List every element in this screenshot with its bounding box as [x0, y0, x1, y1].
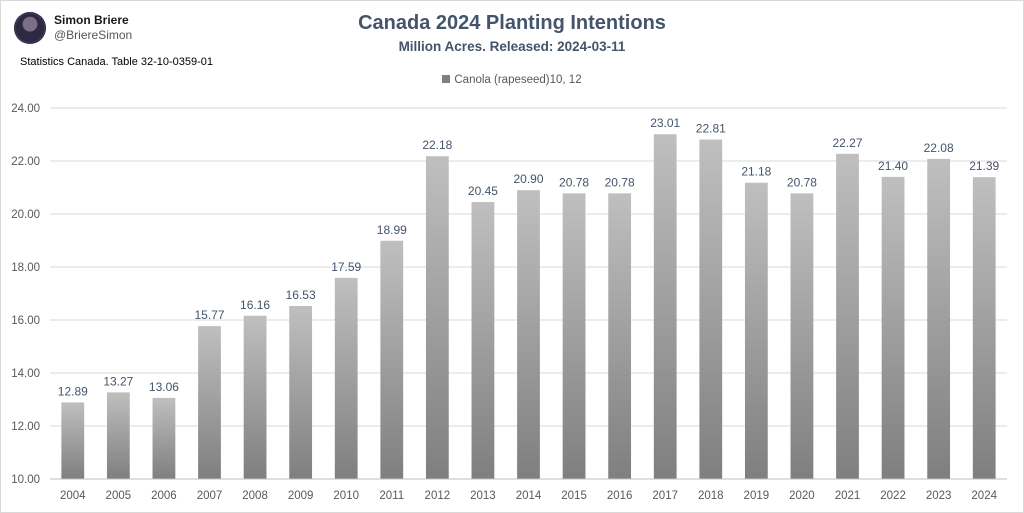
bar: [425, 156, 449, 480]
x-tick-label: 2004: [60, 490, 86, 502]
x-tick-label: 2009: [288, 490, 314, 502]
x-tick-label: 2014: [516, 490, 542, 502]
bar: [790, 193, 814, 479]
bar: [198, 326, 221, 479]
data-label: 20.90: [513, 172, 543, 186]
bar: [152, 397, 176, 479]
author-block: Simon Briere @BriereSimon: [14, 12, 132, 44]
x-tick-label: 2022: [880, 490, 906, 502]
legend-label: Canola (rapeseed)10, 12: [454, 74, 582, 86]
bar: [517, 190, 540, 479]
bar: [471, 202, 495, 479]
data-label: 20.78: [559, 175, 589, 189]
bar: [289, 305, 313, 479]
bar: [653, 134, 677, 480]
bar: [744, 182, 768, 480]
data-label: 22.81: [696, 122, 726, 136]
avatar: [14, 12, 46, 44]
x-tick-label: 2010: [333, 490, 359, 502]
x-tick-label: 2007: [197, 490, 223, 502]
data-label: 22.18: [422, 138, 452, 152]
y-tick-label: 14.00: [11, 368, 40, 380]
data-label: 16.16: [240, 298, 270, 312]
legend: Canola (rapeseed)10, 12: [0, 74, 1024, 86]
bar: [380, 240, 404, 479]
bar: [243, 315, 267, 479]
data-label: 21.18: [741, 165, 771, 179]
x-tick-label: 2013: [470, 490, 496, 502]
y-tick-label: 18.00: [11, 262, 40, 274]
data-label: 22.08: [924, 141, 954, 155]
data-label: 21.39: [969, 159, 999, 173]
bar: [972, 177, 996, 480]
data-label: 16.53: [286, 288, 316, 302]
x-tick-label: 2006: [151, 490, 177, 502]
author-handle: @BriereSimon: [54, 28, 133, 42]
bar: [881, 176, 905, 479]
y-tick-label: 12.00: [11, 421, 40, 433]
x-tick-label: 2021: [835, 490, 861, 502]
x-tick-label: 2017: [652, 490, 678, 502]
x-tick-label: 2005: [106, 490, 132, 502]
y-tick-label: 10.00: [11, 474, 40, 486]
data-label: 23.01: [650, 116, 680, 130]
bar: [61, 402, 85, 479]
data-label: 13.06: [149, 380, 179, 394]
bar: [106, 392, 130, 479]
bar: [562, 193, 586, 479]
data-label: 20.78: [605, 175, 635, 189]
legend-swatch: [442, 75, 451, 83]
x-tick-label: 2011: [379, 490, 404, 502]
y-tick-label: 16.00: [11, 315, 40, 327]
source-note: Statistics Canada. Table 32-10-0359-01: [20, 56, 214, 68]
data-label: 21.40: [878, 159, 908, 173]
data-label: 12.89: [58, 384, 88, 398]
x-tick-label: 2018: [698, 490, 724, 502]
y-tick-label: 22.00: [11, 156, 40, 168]
x-tick-label: 2016: [607, 490, 633, 502]
x-tick-label: 2020: [789, 490, 815, 502]
bar: [608, 193, 632, 479]
chart-subtitle: Million Acres. Released: 2024-03-11: [398, 39, 626, 54]
chart-title: Canada 2024 Planting Intentions: [358, 12, 666, 34]
y-tick-label: 24.00: [11, 103, 40, 115]
data-label: 15.77: [194, 308, 224, 322]
bar: [699, 139, 723, 479]
data-label: 13.27: [103, 374, 133, 388]
x-tick-label: 2023: [926, 490, 952, 502]
bar: [927, 158, 951, 479]
data-label: 18.99: [377, 223, 407, 237]
x-tick-label: 2019: [744, 490, 770, 502]
data-label: 20.45: [468, 184, 498, 198]
x-tick-label: 2008: [242, 490, 268, 502]
data-label: 17.59: [331, 260, 361, 274]
data-label: 20.78: [787, 175, 817, 189]
data-label: 22.27: [832, 136, 862, 150]
x-tick-label: 2024: [971, 490, 997, 502]
x-tick-label: 2015: [561, 490, 587, 502]
x-tick-label: 2012: [425, 490, 451, 502]
bar: [334, 277, 358, 479]
y-tick-label: 20.00: [11, 209, 40, 221]
author-name: Simon Briere: [54, 13, 129, 27]
bar: [836, 153, 859, 479]
